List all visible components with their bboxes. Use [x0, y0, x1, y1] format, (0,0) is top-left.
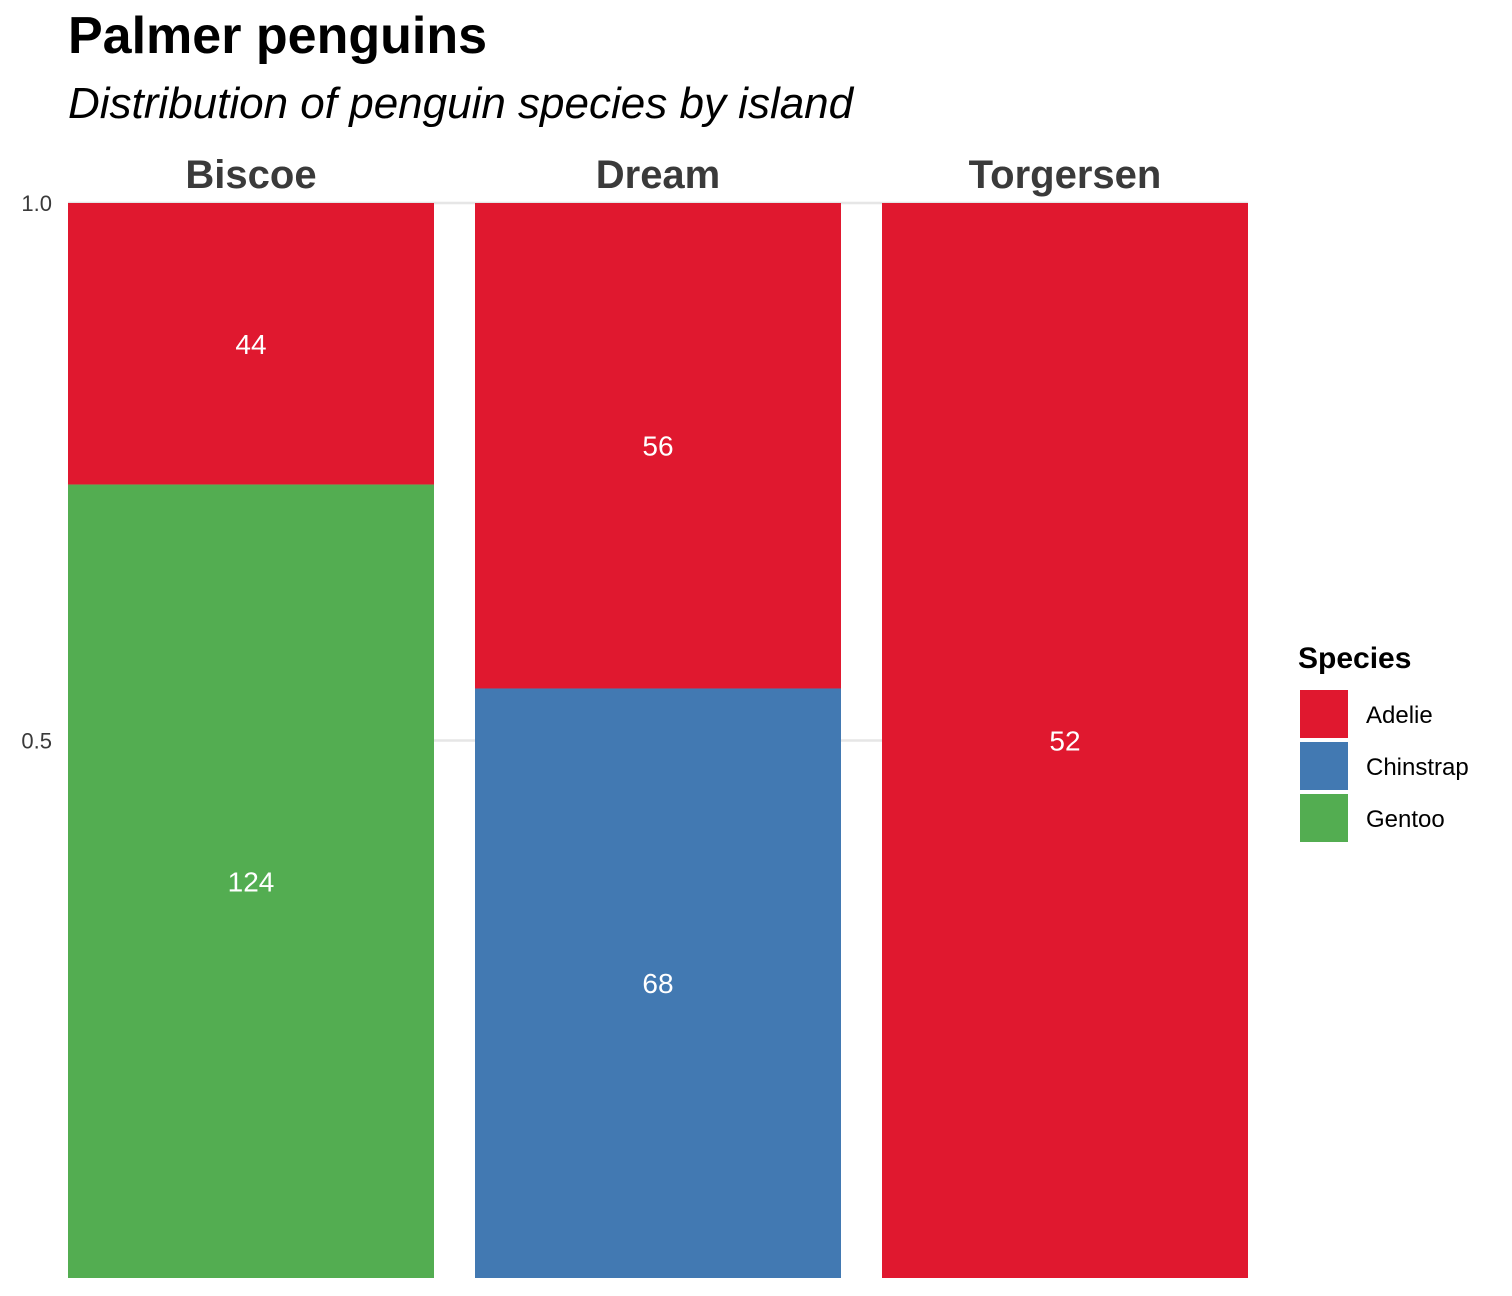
- legend-key-gentoo: [1300, 794, 1348, 842]
- bar-dream-adelie: [475, 203, 841, 689]
- legend-label-gentoo: Gentoo: [1366, 806, 1445, 833]
- bar-dream-chinstrap: [475, 688, 841, 1278]
- facet-label-dream: Dream: [596, 153, 721, 197]
- legend-key-chinstrap: [1300, 742, 1348, 790]
- bar-label-biscoe-adelie: 44: [235, 329, 266, 360]
- legend-label-chinstrap: Chinstrap: [1366, 754, 1469, 781]
- y-tick-label: 0.5: [21, 729, 52, 754]
- facet-label-biscoe: Biscoe: [185, 153, 316, 197]
- bar-biscoe-gentoo: [68, 484, 434, 1278]
- legend-label-adelie: Adelie: [1366, 702, 1433, 729]
- bar-labels: 44 124 56 68 52: [228, 329, 1081, 999]
- bar-label-dream-adelie: 56: [642, 431, 673, 462]
- chart-subtitle: Distribution of penguin species by islan…: [68, 79, 854, 128]
- bar-label-biscoe-gentoo: 124: [228, 866, 275, 897]
- facet-labels: Biscoe Dream Torgersen: [185, 153, 1161, 197]
- bars: [68, 203, 1248, 1278]
- legend: Species Adelie Chinstrap Gentoo: [1298, 642, 1469, 842]
- legend-key-adelie: [1300, 690, 1348, 738]
- chart-title: Palmer penguins: [68, 7, 487, 65]
- bar-label-torgersen-adelie: 52: [1049, 726, 1080, 757]
- bar-label-dream-chinstrap: 68: [642, 968, 673, 999]
- facet-label-torgersen: Torgersen: [969, 153, 1162, 197]
- legend-title: Species: [1298, 642, 1411, 675]
- y-axis-ticks: 0.5 1.0: [21, 191, 52, 754]
- bar-biscoe-adelie: [68, 203, 434, 485]
- bar-torgersen-adelie: [882, 203, 1248, 1278]
- y-tick-label: 1.0: [21, 191, 52, 216]
